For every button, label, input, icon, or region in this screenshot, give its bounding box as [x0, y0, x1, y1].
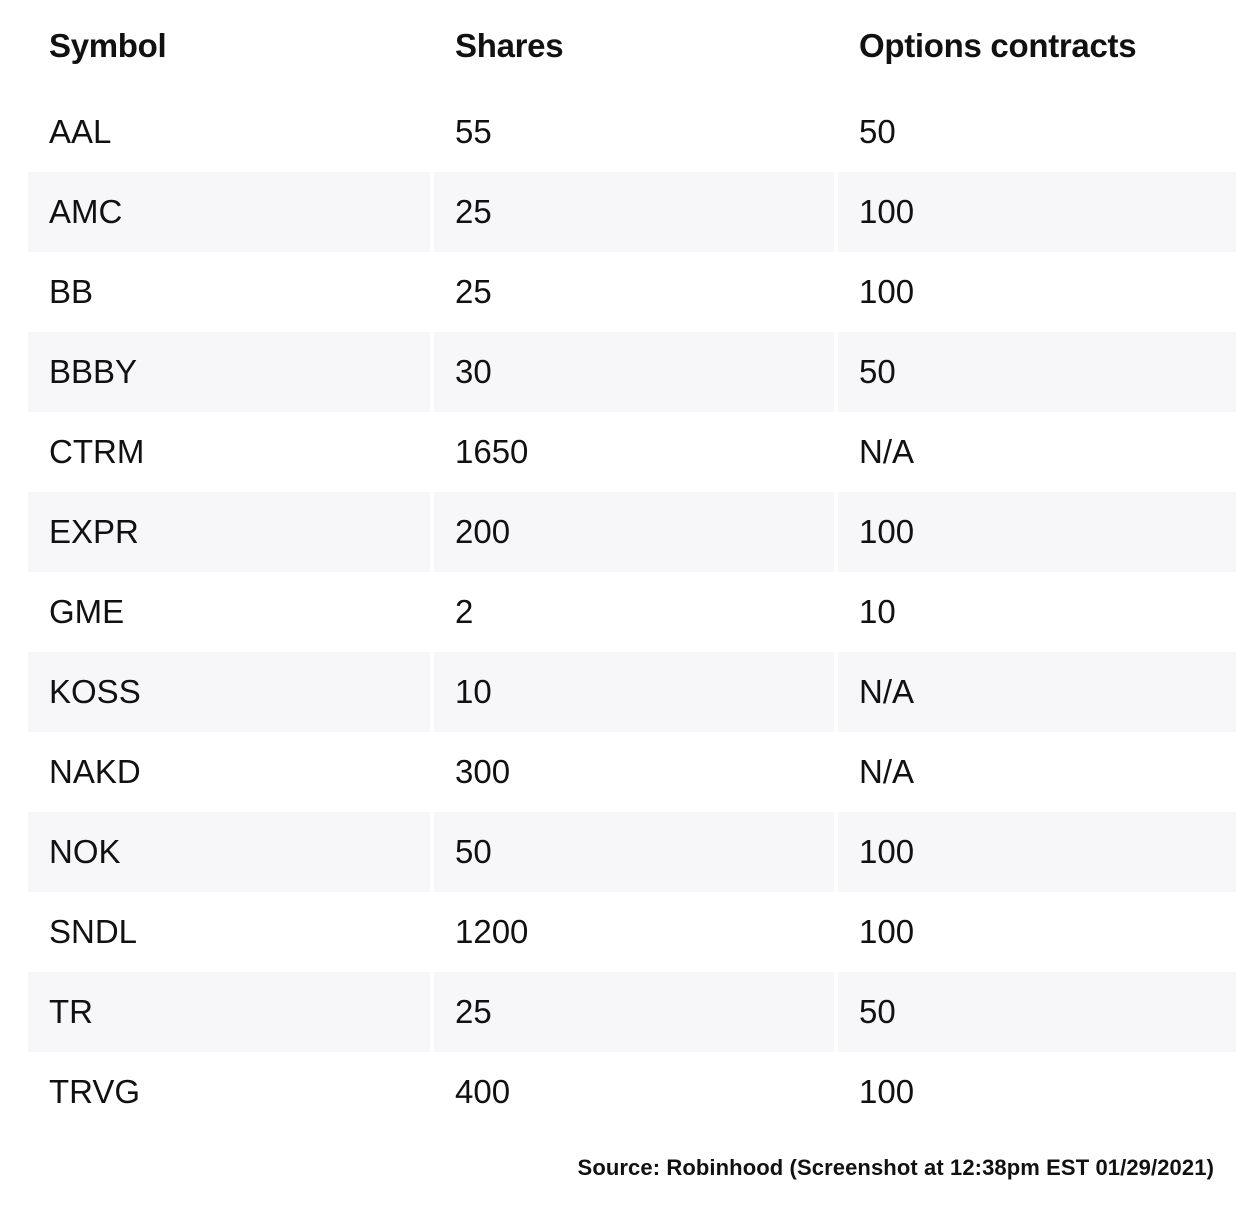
- options-cell: 100: [834, 172, 1236, 252]
- column-header-symbol: Symbol: [49, 27, 167, 64]
- symbol-cell: BB: [49, 273, 94, 310]
- table-row: NAKD 300 N/A: [28, 732, 1236, 812]
- table-row: BB 25 100: [28, 252, 1236, 332]
- table-row: CTRM 1650 N/A: [28, 412, 1236, 492]
- shares-cell: 55: [430, 92, 834, 172]
- options-cell: N/A: [834, 652, 1236, 732]
- table-row: SNDL 1200 100: [28, 892, 1236, 972]
- symbol-cell: BBBY: [28, 332, 430, 412]
- shares-cell: 200: [430, 492, 834, 572]
- trading-limits-table-container: Symbol Shares Options contracts AAL 55 5…: [28, 0, 1236, 1132]
- options-cell: 50: [834, 972, 1236, 1052]
- options-cell: N/A: [834, 412, 1236, 492]
- table-row: TRVG 400 100: [28, 1052, 1236, 1132]
- shares-cell: 400: [430, 1052, 834, 1132]
- symbol-cell: AMC: [28, 172, 430, 252]
- options-cell: 100: [834, 492, 1236, 572]
- column-header-options-contracts: Options contracts: [834, 0, 1236, 92]
- shares-cell: 1650: [430, 412, 834, 492]
- table-row: AMC 25 100: [28, 172, 1236, 252]
- symbol-cell: GME: [49, 593, 125, 630]
- options-cell: 100: [834, 812, 1236, 892]
- options-cell: 10: [834, 572, 1236, 652]
- table-row: TR 25 50: [28, 972, 1236, 1052]
- table-row: GME 2 10: [28, 572, 1236, 652]
- table-row: NOK 50 100: [28, 812, 1236, 892]
- options-cell: 100: [834, 1052, 1236, 1132]
- shares-cell: 25: [430, 252, 834, 332]
- symbol-cell: TRVG: [49, 1073, 141, 1110]
- symbol-cell: SNDL: [49, 913, 138, 950]
- trading-limits-table: Symbol Shares Options contracts AAL 55 5…: [28, 0, 1236, 1132]
- options-cell: N/A: [834, 732, 1236, 812]
- options-cell: 100: [834, 252, 1236, 332]
- table-row: EXPR 200 100: [28, 492, 1236, 572]
- symbol-cell: NAKD: [49, 753, 141, 790]
- table-body: AAL 55 50 AMC 25 100 BB 25 100 BBBY 30 5…: [28, 92, 1236, 1132]
- column-header-shares: Shares: [430, 0, 834, 92]
- options-cell: 100: [834, 892, 1236, 972]
- options-cell: 50: [834, 92, 1236, 172]
- shares-cell: 300: [430, 732, 834, 812]
- symbol-cell: NOK: [28, 812, 430, 892]
- shares-cell: 2: [430, 572, 834, 652]
- symbol-cell: EXPR: [28, 492, 430, 572]
- shares-cell: 50: [430, 812, 834, 892]
- shares-cell: 10: [430, 652, 834, 732]
- options-cell: 50: [834, 332, 1236, 412]
- table-row: BBBY 30 50: [28, 332, 1236, 412]
- shares-cell: 30: [430, 332, 834, 412]
- symbol-cell: TR: [28, 972, 430, 1052]
- header-row: Symbol Shares Options contracts: [28, 0, 1236, 92]
- source-caption: Source: Robinhood (Screenshot at 12:38pm…: [577, 1155, 1214, 1180]
- shares-cell: 25: [430, 972, 834, 1052]
- table-row: AAL 55 50: [28, 92, 1236, 172]
- table-header: Symbol Shares Options contracts: [28, 0, 1236, 92]
- table-row: KOSS 10 N/A: [28, 652, 1236, 732]
- symbol-cell: AAL: [49, 113, 112, 150]
- symbol-cell: CTRM: [49, 433, 145, 470]
- symbol-cell: KOSS: [28, 652, 430, 732]
- shares-cell: 1200: [430, 892, 834, 972]
- shares-cell: 25: [430, 172, 834, 252]
